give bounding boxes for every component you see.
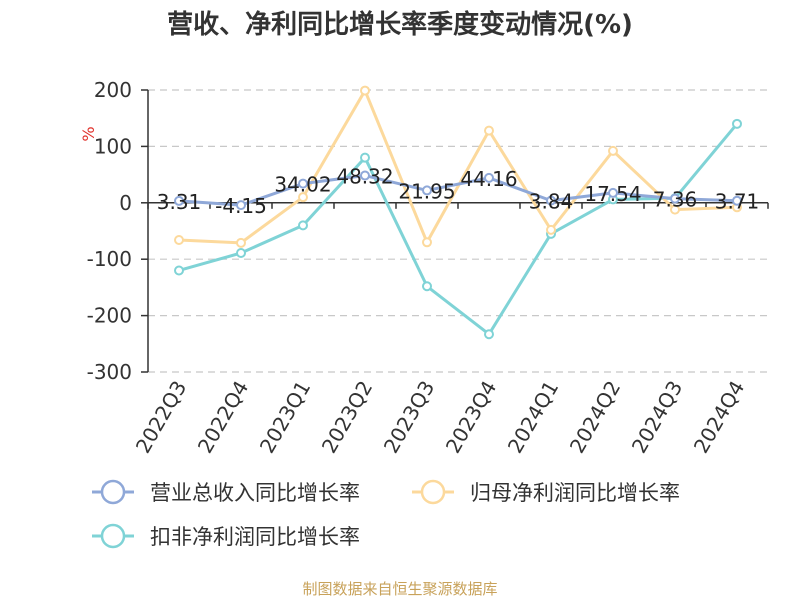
series-point	[732, 118, 742, 129]
x-tick-label: 2022Q4	[193, 377, 253, 458]
series-point	[732, 195, 742, 206]
series-point	[546, 195, 556, 206]
grid-lines	[148, 89, 768, 373]
data-label: 7.36	[653, 188, 698, 212]
data-label: -4.15	[215, 194, 267, 218]
series-point	[422, 237, 432, 248]
series-point	[174, 235, 184, 246]
series-point	[236, 200, 246, 211]
series-point	[422, 281, 432, 292]
series-point	[298, 220, 308, 231]
series-point	[670, 193, 680, 204]
series-point	[484, 172, 494, 183]
data-label: 21.95	[398, 179, 455, 203]
series-layer	[174, 85, 742, 340]
series-point	[174, 195, 184, 206]
data-label: 3.31	[157, 190, 202, 214]
series-point	[422, 185, 432, 196]
series-point	[484, 329, 494, 340]
x-tick-label: 2024Q2	[565, 377, 625, 458]
x-tick-label: 2022Q3	[131, 377, 191, 458]
series-point	[360, 85, 370, 96]
legend-swatch-marker	[420, 479, 446, 505]
x-tick-label: 2023Q2	[317, 377, 377, 458]
data-label: 34.02	[274, 173, 331, 197]
legend-swatch-marker	[100, 479, 126, 505]
series-point	[236, 237, 246, 248]
series-point	[546, 224, 556, 235]
source-note: 制图数据来自恒生聚源数据库	[302, 580, 497, 598]
series-line	[178, 89, 738, 245]
series-point	[484, 125, 494, 136]
y-tick-label: -100	[87, 247, 132, 271]
y-tick-label: 100	[94, 134, 132, 158]
series-point	[174, 265, 184, 276]
y-axis-unit: %	[79, 126, 98, 141]
y-tick-labels: 200 100 0 -100 -200 -300	[87, 78, 132, 384]
series-point	[608, 145, 618, 156]
y-tick-label: -300	[87, 360, 132, 384]
legend-swatch-marker	[100, 523, 126, 549]
series-point	[608, 187, 618, 198]
y-tick-label: 200	[94, 78, 132, 102]
series-point	[236, 247, 246, 258]
y-tick-label: 0	[119, 191, 132, 215]
x-tick-label: 2023Q1	[255, 377, 315, 458]
x-tick-labels: 2022Q3 2022Q4 2023Q1 2023Q2 2023Q3 2023Q4 2024…	[131, 377, 749, 458]
data-label: 48.32	[336, 165, 393, 189]
data-label: 44.16	[460, 167, 517, 191]
x-tick-label: 2024Q1	[503, 377, 563, 458]
data-label: 17.54	[584, 182, 641, 206]
legend-label: 归母净利润同比增长率	[470, 481, 680, 505]
data-label: 3.84	[529, 190, 574, 214]
x-tick-label: 2023Q3	[379, 377, 439, 458]
series-line	[178, 174, 738, 207]
series-point	[670, 204, 680, 215]
y-tick-label: -200	[87, 304, 132, 328]
legend-label: 营业总收入同比增长率	[150, 481, 360, 505]
legend-label: 扣非净利润同比增长率	[150, 525, 360, 549]
series-point	[360, 170, 370, 181]
axes	[141, 89, 769, 373]
series-point	[298, 178, 308, 189]
x-tick-label: 2023Q4	[441, 377, 501, 458]
series-point	[298, 192, 308, 203]
series-line	[178, 122, 739, 336]
x-tick-label: 2024Q3	[627, 377, 687, 458]
x-tick-label: 2024Q4	[689, 377, 749, 458]
chart-title: 营收、净利同比增长率季度变动情况(%)	[167, 9, 633, 40]
data-label: 3.71	[715, 190, 760, 214]
series-point	[360, 152, 370, 163]
